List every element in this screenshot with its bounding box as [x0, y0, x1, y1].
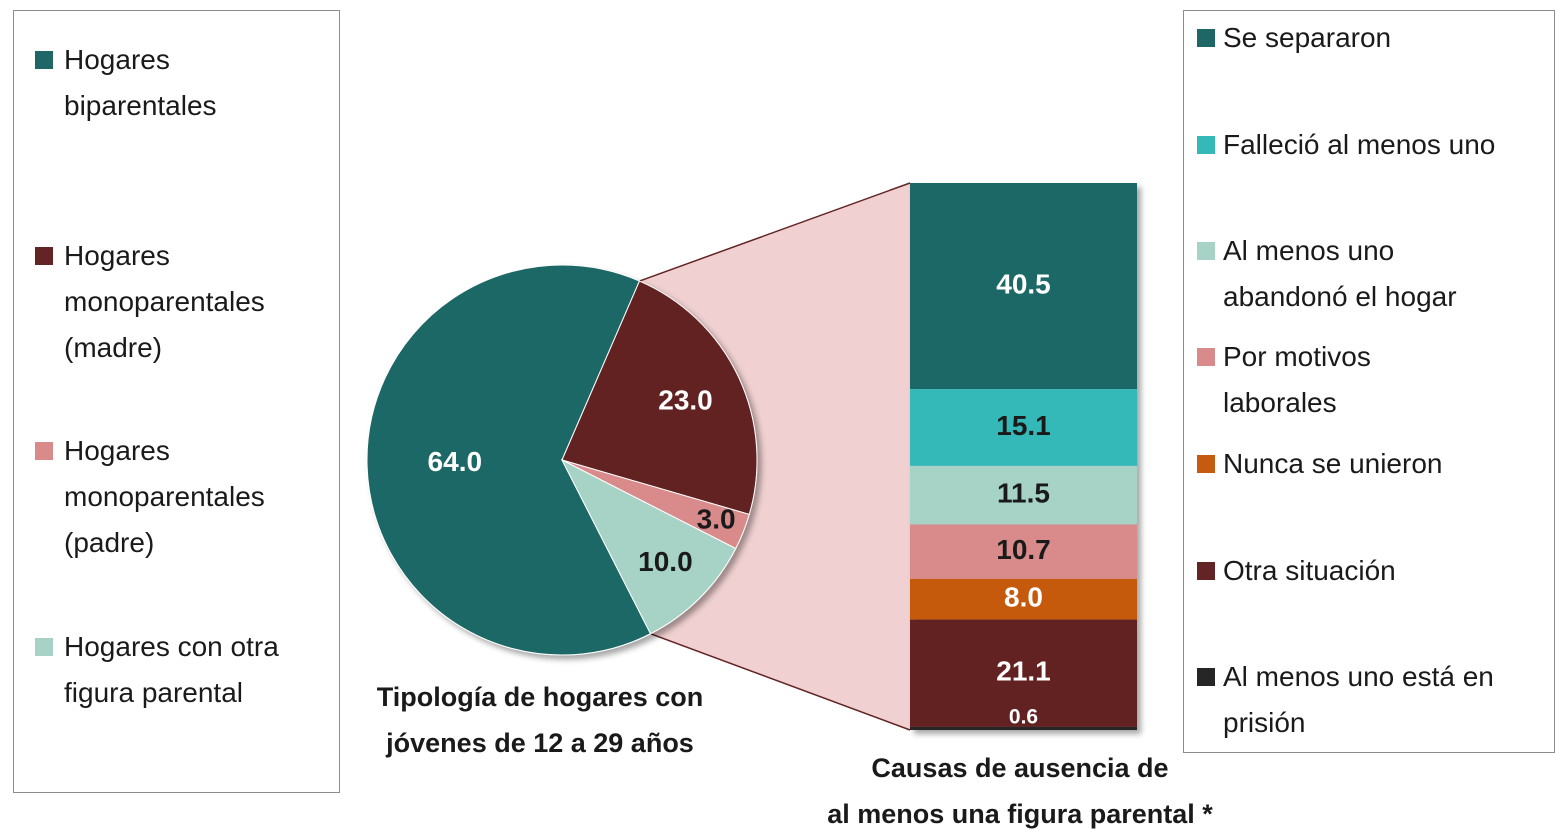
bar-value-label: 40.5 — [996, 268, 1051, 299]
pie-value-label: 3.0 — [697, 503, 736, 534]
legend-swatch — [1197, 562, 1215, 580]
legend-label: Hogares biparentales — [64, 44, 217, 121]
pie-title: Tipología de hogares con jóvenes de 12 a… — [376, 682, 704, 758]
legend-swatch — [35, 442, 53, 460]
legend-label: Hogares monoparentales (padre) — [64, 435, 265, 558]
legend-label: Falleció al menos uno — [1223, 129, 1496, 160]
legend-swatch — [1197, 29, 1215, 47]
legend-swatch — [35, 247, 53, 265]
legend-swatch — [1197, 136, 1215, 154]
legend-label: Por motivos laborales — [1223, 341, 1371, 418]
bar-segment — [910, 578, 1137, 620]
pie-value-label: 23.0 — [658, 384, 713, 415]
bar-segment — [910, 183, 1137, 390]
bar-title: Causas de ausencia de al menos una figur… — [827, 753, 1213, 829]
bar-segment — [910, 465, 1137, 525]
pie-slice — [366, 264, 652, 656]
legend-swatch — [1197, 242, 1215, 260]
bar-segment — [910, 619, 1137, 727]
legend-label: Al menos uno está en prisión — [1223, 661, 1494, 738]
connector-line — [639, 182, 911, 282]
legend-label: Nunca se unieron — [1223, 448, 1443, 479]
pie-slice — [560, 458, 737, 635]
bar-segment — [910, 726, 1137, 730]
bar-value-label: 11.5 — [997, 478, 1050, 509]
stacked-bar — [910, 183, 1137, 730]
bar-segment — [910, 389, 1137, 466]
pie-legend — [13, 10, 340, 793]
bar-value-label: 10.7 — [996, 534, 1051, 565]
pie-slice — [561, 280, 758, 516]
legend-swatch — [1197, 348, 1215, 366]
pie — [366, 264, 758, 656]
bar-value-label: 15.1 — [996, 410, 1051, 441]
zoom-connector — [639, 183, 910, 730]
bar-value-label: 8.0 — [1004, 582, 1043, 613]
pie-value-label: 64.0 — [428, 446, 483, 477]
legend-swatch — [35, 51, 53, 69]
legend-label: Al menos uno abandonó el hogar — [1223, 235, 1457, 312]
bar-segment — [910, 524, 1137, 579]
legend-swatch — [35, 638, 53, 656]
bar-value-label: 21.1 — [996, 656, 1051, 687]
legend-label: Se separaron — [1223, 22, 1392, 53]
legend-label: Otra situación — [1223, 555, 1396, 586]
legend-swatch — [1197, 668, 1215, 686]
pie-value-label: 10.0 — [638, 546, 693, 577]
bar-legend — [1183, 10, 1555, 753]
legend-label: Hogares con otra figura parental — [64, 631, 279, 708]
legend-swatch — [1197, 455, 1215, 473]
bar-value-label: 0.6 — [1009, 706, 1038, 729]
connector-line — [650, 633, 911, 731]
legend-label: Hogares monoparentales (madre) — [64, 240, 265, 363]
